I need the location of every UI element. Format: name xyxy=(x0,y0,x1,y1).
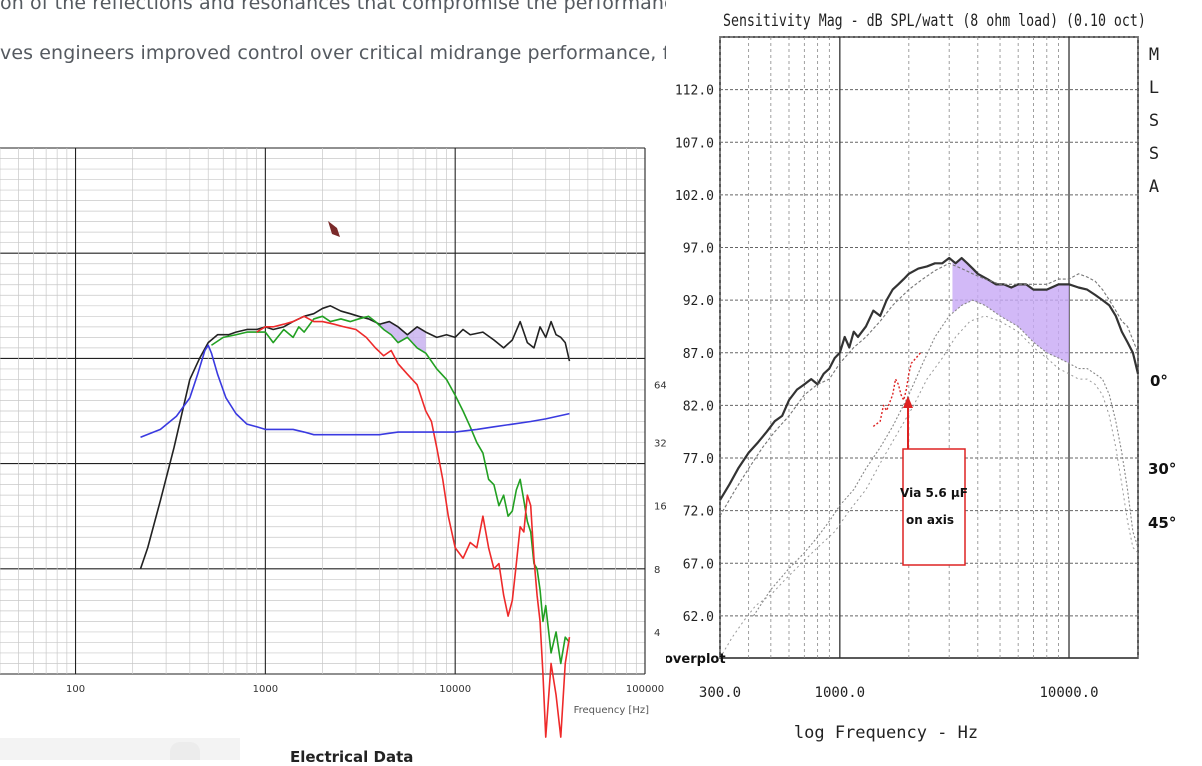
left-x-tick-label: 10000 xyxy=(439,684,471,695)
sensitivity-x-tick-label: 10000.0 xyxy=(1040,685,1099,701)
mlssa-side-letter: S xyxy=(1149,144,1159,164)
sensitivity-chart-y-tick-labels: 112.0 107.0 102.0 97.0 92.0 87.0 82.0 77.0 72.0 6… xyxy=(675,84,714,625)
left-right-tick-label: 64 xyxy=(654,381,666,392)
article-paragraph-2: ves engineers improved control over crit… xyxy=(0,42,690,64)
left-right-tick-label: 32 xyxy=(654,439,666,450)
mlssa-side-letter: A xyxy=(1149,177,1159,197)
article-paragraph-1: on of the reflections and resonances tha… xyxy=(0,0,827,14)
sensitivity-x-axis-label: log Frequency - Hz xyxy=(794,723,978,743)
left-series-line-3 xyxy=(140,344,570,439)
sensitivity-panel: Sensitivity Mag - dB SPL/watt (8 ohm loa… xyxy=(666,0,1202,760)
sensitivity-y-tick-label: 82.0 xyxy=(683,399,714,414)
footer-image-strip xyxy=(0,738,240,760)
left-chart-shaded-area xyxy=(363,316,426,354)
left-x-tick-label: 100000 xyxy=(626,684,664,695)
sensitivity-y-tick-label: 97.0 xyxy=(683,242,714,257)
sensitivity-y-tick-label: 62.0 xyxy=(683,610,714,625)
left-right-tick-label: 4 xyxy=(654,628,660,639)
sensitivity-y-tick-label: 67.0 xyxy=(683,557,714,572)
sensitivity-chart-grid xyxy=(719,36,1139,658)
left-chart-x-tick-labels: 100 1000 10000 100000 xyxy=(66,684,664,695)
left-chart-series xyxy=(139,304,571,738)
sensitivity-chart-x-tick-labels: 300.0 1000.0 10000.0 xyxy=(699,685,1099,701)
left-x-tick-label: 100 xyxy=(66,684,85,695)
left-right-tick-label: 16 xyxy=(654,502,666,513)
left-right-tick-label: 8 xyxy=(654,565,660,576)
left-chart-right-tick-labels: 64 32 16 8 4 xyxy=(654,381,666,639)
annotation-box xyxy=(902,448,966,566)
electrical-data-heading: Electrical Data xyxy=(290,748,414,766)
sensitivity-chart: Sensitivity Mag - dB SPL/watt (8 ohm loa… xyxy=(666,10,1176,743)
left-chart-marker xyxy=(328,221,340,237)
curve-label-30deg: 30° xyxy=(1148,460,1176,478)
sensitivity-chart-series xyxy=(719,256,1140,659)
sensitivity-y-tick-label: 77.0 xyxy=(683,452,714,467)
annotation-arrowhead xyxy=(903,396,913,408)
sensitivity-y-tick-label: 107.0 xyxy=(675,136,714,151)
sensitivity-chart-shaded-area xyxy=(952,258,1070,364)
annotation-text-line1: Via 5.6 μF xyxy=(900,486,968,500)
overplot-label: overplot xyxy=(666,652,726,667)
sensitivity-series-line-3 xyxy=(719,315,1139,659)
sensitivity-y-tick-label: 92.0 xyxy=(683,294,714,309)
left-chart-x-axis-label: Frequency [Hz] xyxy=(574,705,650,716)
sensitivity-series-line-0 xyxy=(719,256,1140,501)
sensitivity-y-tick-label: 87.0 xyxy=(683,347,714,362)
left-series-line-2 xyxy=(256,315,571,738)
mlssa-side-letter: L xyxy=(1149,78,1159,98)
sensitivity-series-line-1 xyxy=(719,262,1139,517)
sensitivity-x-tick-label: 1000.0 xyxy=(815,685,866,701)
sensitivity-y-tick-label: 102.0 xyxy=(675,189,714,204)
sensitivity-chart-title: Sensitivity Mag - dB SPL/watt (8 ohm loa… xyxy=(723,10,1146,30)
sensitivity-y-tick-label: 112.0 xyxy=(675,84,714,99)
mlssa-side-letter: S xyxy=(1149,111,1159,131)
footer-image-shape xyxy=(170,742,200,760)
curve-label-0deg: 0° xyxy=(1150,372,1168,390)
frequency-response-chart: 100 1000 10000 100000 64 32 16 8 4 Frequency [H… xyxy=(0,147,666,738)
sensitivity-x-tick-label: 300.0 xyxy=(699,685,741,701)
mlssa-side-letter: M xyxy=(1149,45,1159,65)
sensitivity-series-line-4 xyxy=(872,352,922,427)
left-series-line-0 xyxy=(139,304,571,570)
annotation-text-line2: on axis xyxy=(906,513,954,527)
curve-label-45deg: 45° xyxy=(1148,514,1176,532)
sensitivity-y-tick-label: 72.0 xyxy=(683,505,714,520)
left-x-tick-label: 1000 xyxy=(253,684,278,695)
